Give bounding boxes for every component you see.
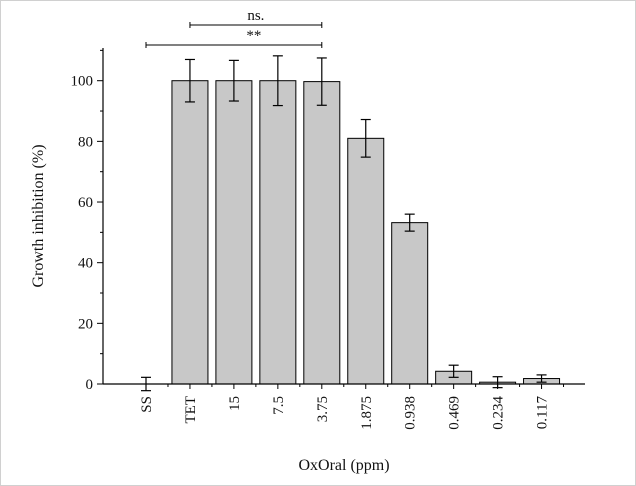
x-tick-label-15: 15 — [227, 396, 243, 411]
y-tick-label-60: 60 — [78, 195, 93, 211]
x-ticks-layer: SS TET 15 7.5 3.75 1.875 0.938 0.469 0.234 0.117 — [139, 384, 565, 430]
x-tick-label-SS: SS — [139, 396, 155, 413]
y-ticks-layer: 0 20 40 60 80 100 — [71, 49, 103, 393]
x-tick-label-1.875: 1.875 — [359, 396, 375, 430]
y-tick-label-20: 20 — [78, 316, 93, 332]
bar-TET — [171, 80, 209, 385]
y-axis-label: Growth inhibition (%) — [30, 144, 47, 287]
y-tick-label-80: 80 — [78, 134, 93, 150]
bar-3.75 — [303, 81, 341, 385]
x-tick-label-0.938: 0.938 — [403, 396, 419, 430]
significance-bracket-1: ** — [145, 28, 323, 48]
significance-label-0: ns. — [247, 8, 264, 24]
x-tick-label-7.5: 7.5 — [271, 396, 287, 415]
bar-7.5 — [259, 80, 297, 385]
y-tick-label-0: 0 — [86, 377, 94, 393]
x-tick-label-TET: TET — [183, 396, 199, 424]
annotations-layer: ns. ** — [145, 8, 323, 48]
y-tick-label-40: 40 — [78, 256, 93, 272]
x-tick-label-0.234: 0.234 — [491, 396, 507, 430]
x-axis-label: OxOral (ppm) — [298, 457, 389, 474]
x-tick-label-3.75: 3.75 — [315, 396, 331, 422]
significance-bracket-0: ns. — [189, 8, 323, 28]
x-tick-label-0.469: 0.469 — [447, 396, 463, 430]
y-tick-label-100: 100 — [71, 74, 94, 90]
x-tick-label-0.117: 0.117 — [535, 396, 551, 430]
bar-15 — [215, 80, 253, 385]
significance-label-1: ** — [246, 28, 261, 44]
bar-1.875 — [347, 137, 385, 385]
bar-0.938 — [391, 222, 429, 385]
